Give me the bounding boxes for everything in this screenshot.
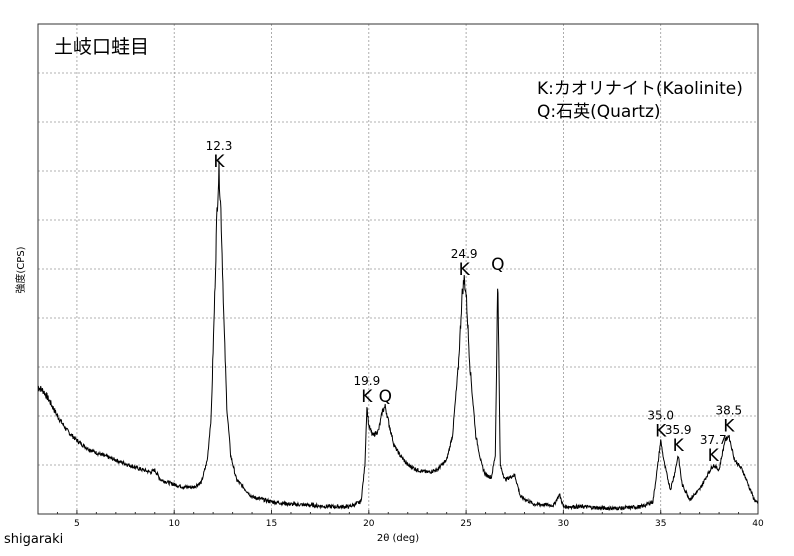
- peak-phase-label: K: [361, 387, 373, 407]
- grid-lines: [38, 24, 759, 514]
- diffraction-curve: [37, 160, 759, 512]
- x-tick-label: 5: [74, 519, 80, 529]
- x-tick-label: 25: [460, 519, 471, 529]
- peak-phase-label: K: [723, 417, 735, 437]
- peak-position-label: 12.3: [206, 139, 233, 153]
- peak-position-label: 19.9: [354, 374, 381, 388]
- x-tick-label: 40: [752, 519, 764, 529]
- plot-frame: [37, 23, 759, 515]
- x-tick-label: 30: [558, 519, 570, 529]
- peak-phase-label: K: [673, 436, 685, 456]
- x-axis-label: 2θ (deg): [377, 533, 419, 544]
- sample-name: shigaraki: [4, 532, 64, 547]
- x-tick-label: 35: [655, 519, 666, 529]
- peak-position-label: 35.0: [647, 409, 674, 423]
- x-tick-label: 10: [168, 519, 180, 529]
- peak-phase-label: K: [459, 260, 471, 280]
- peak-phase-label: K: [655, 422, 667, 442]
- x-tick-label: 20: [363, 519, 375, 529]
- legend-entry-kaolinite: K:カオリナイト(Kaolinite): [537, 79, 743, 99]
- legend-entry-quartz: Q:石英(Quartz): [537, 102, 661, 122]
- y-axis-label: 強度(CPS): [14, 246, 27, 293]
- chart-title: 土岐口蛙目: [54, 36, 149, 58]
- x-tick-label: 15: [266, 519, 277, 529]
- peak-phase-label: K: [213, 152, 225, 172]
- x-axis-ticks: 5 10 15 20 25 30 35 40: [37, 510, 764, 529]
- peak-position-label: 38.5: [715, 404, 742, 418]
- peak-position-label: 24.9: [451, 247, 478, 261]
- peak-phase-label: Q: [379, 387, 392, 407]
- peak-phase-label: Q: [491, 255, 504, 275]
- peak-position-label: 37.7: [700, 433, 727, 447]
- peak-phase-label: K: [708, 446, 720, 466]
- peak-position-label: 35.9: [665, 423, 692, 437]
